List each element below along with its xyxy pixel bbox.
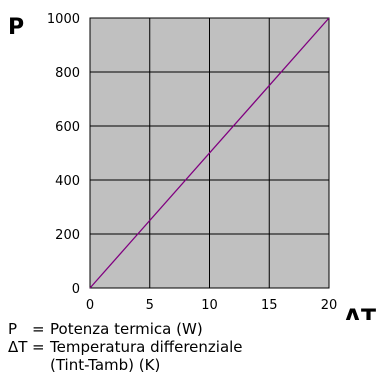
y-tick-label: 600	[55, 120, 80, 135]
legend: P = Potenza termica (W) ΔT = Temperatura…	[8, 320, 243, 374]
y-axis-label: P	[8, 15, 24, 40]
x-tick-label: 20	[321, 298, 338, 313]
legend-equals: =	[32, 320, 45, 338]
legend-symbol: P	[8, 320, 18, 338]
x-axis-label: ΔT	[344, 306, 376, 320]
grid-lines	[90, 18, 329, 288]
series-lines	[89, 17, 330, 289]
y-tick-label: 0	[72, 282, 80, 297]
x-tick-label: 0	[86, 298, 94, 313]
legend-text: (Tint-Tamb) (K)	[50, 356, 161, 374]
x-tick-labels: 0 5 10 15 20	[86, 298, 337, 313]
legend-symbol: ΔT	[8, 338, 28, 356]
x-tick-label: 10	[201, 298, 218, 313]
x-tick-label: 5	[146, 298, 154, 313]
y-tick-labels: 0 200 400 600 800 1000	[47, 12, 80, 297]
x-tick-label: 15	[261, 298, 278, 313]
legend-text: Potenza termica (W)	[50, 320, 203, 338]
line-chart: 0 200 400 600 800 1000 0 5 10 15 20 P ΔT	[8, 12, 376, 320]
y-tick-label: 200	[55, 228, 80, 243]
legend-row-p: P = Potenza termica (W)	[8, 320, 243, 338]
y-tick-label: 1000	[47, 12, 80, 27]
legend-row-dt-cont: (Tint-Tamb) (K)	[8, 356, 243, 374]
y-tick-label: 400	[55, 174, 80, 189]
legend-text: Temperatura differenziale	[50, 338, 243, 356]
legend-equals: =	[32, 338, 45, 356]
legend-row-dt: ΔT = Temperatura differenziale	[8, 338, 243, 356]
series-line-0	[89, 17, 330, 289]
y-tick-label: 800	[55, 66, 80, 81]
